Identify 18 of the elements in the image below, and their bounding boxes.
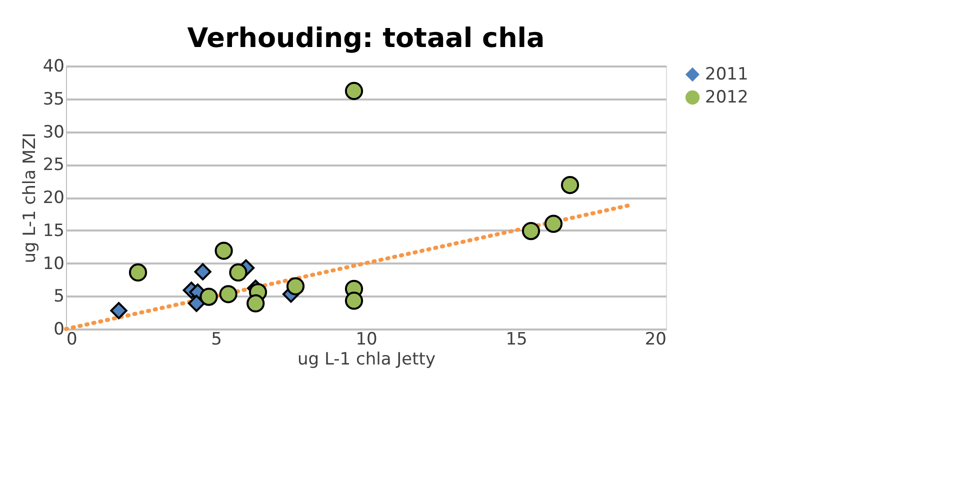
legend-label: 2011 [705, 64, 748, 84]
y-tick-label: 40 [42, 56, 64, 76]
y-axis-title: ug L-1 chla MZI [20, 132, 40, 264]
y-tick-label: 30 [42, 122, 64, 142]
x-tick-label: 5 [211, 330, 222, 350]
y-tick-label: 10 [42, 254, 64, 274]
y-tick-label: 20 [42, 188, 64, 208]
x-tick-label: 15 [506, 330, 528, 350]
y-tick-label: 25 [42, 155, 64, 176]
x-axis-title: ug L-1 chla Jetty [297, 350, 436, 370]
legend-label: 2012 [705, 88, 748, 108]
y-tick-label: 35 [42, 89, 64, 110]
x-tick-label: 0 [66, 330, 78, 350]
x-tick-label: 10 [356, 330, 378, 350]
chart-title: Verhouding: totaal chla [187, 23, 545, 54]
y-tick-label: 5 [54, 286, 64, 307]
x-tick-label: 20 [644, 330, 666, 350]
y-tick-label: 15 [42, 220, 64, 241]
